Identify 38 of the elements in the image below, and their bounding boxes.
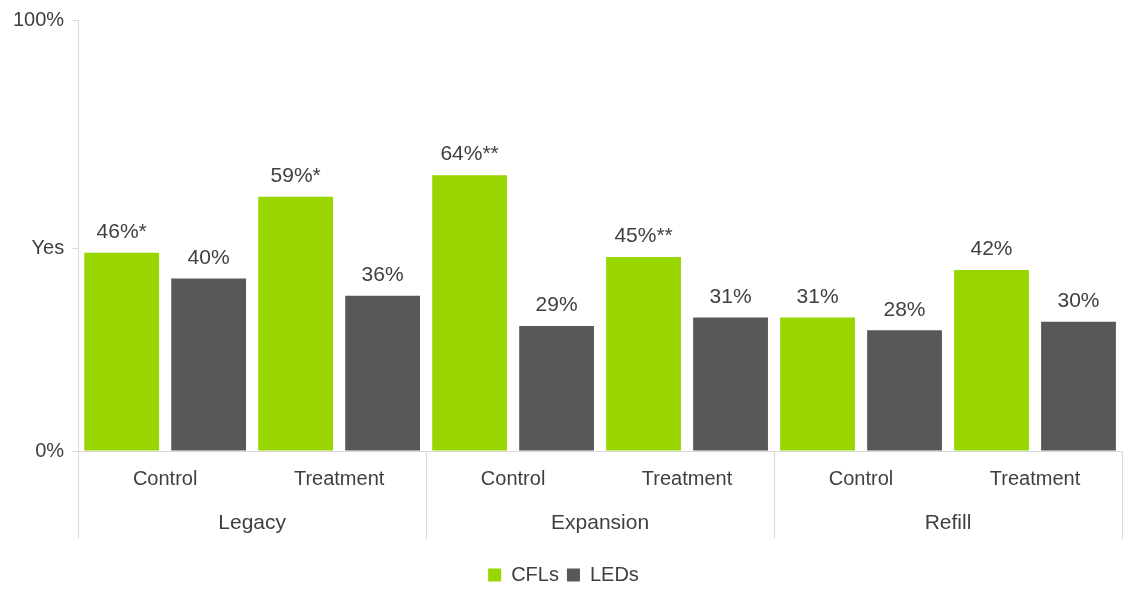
bar (519, 326, 594, 451)
data-label: 59%* (270, 163, 321, 187)
data-label: 28% (883, 296, 926, 320)
x-tick-label: Treatment (989, 466, 1081, 489)
y-tick-label: 0% (35, 438, 65, 461)
data-label: 31% (709, 283, 752, 307)
legend-label: LEDs (589, 562, 639, 585)
bar (432, 175, 507, 451)
bar (84, 252, 160, 451)
y-tick-label: Yes (31, 235, 65, 258)
x-tick-label: Control (132, 466, 198, 489)
bar (345, 295, 421, 451)
bar (780, 317, 855, 451)
x-tick-label: Control (828, 466, 894, 489)
data-label: 31% (796, 283, 839, 307)
text: Expansion (551, 509, 650, 533)
bar (1041, 321, 1116, 451)
x-tick-label: Control (480, 466, 546, 489)
x-tick-label: Treatment (641, 466, 733, 489)
bar (693, 317, 768, 451)
data-label: 46%* (96, 219, 147, 243)
bar (606, 257, 681, 451)
text: Refill (924, 509, 972, 533)
data-label: 36% (361, 262, 404, 286)
bar (867, 330, 942, 451)
legend-label: CFLs (511, 562, 559, 585)
data-label: 29% (535, 292, 578, 316)
data-label: 40% (187, 244, 230, 268)
bar (954, 269, 1029, 451)
data-label: 30% (1057, 288, 1100, 311)
y-tick-label: 100% (13, 7, 65, 30)
bar (171, 278, 247, 451)
data-label: 64%** (440, 141, 499, 165)
x-tick-label: Treatment (293, 466, 385, 489)
data-label: 45%** (614, 223, 673, 247)
text: Legacy (218, 509, 287, 533)
bar (258, 196, 334, 451)
data-label: 42% (970, 236, 1013, 260)
